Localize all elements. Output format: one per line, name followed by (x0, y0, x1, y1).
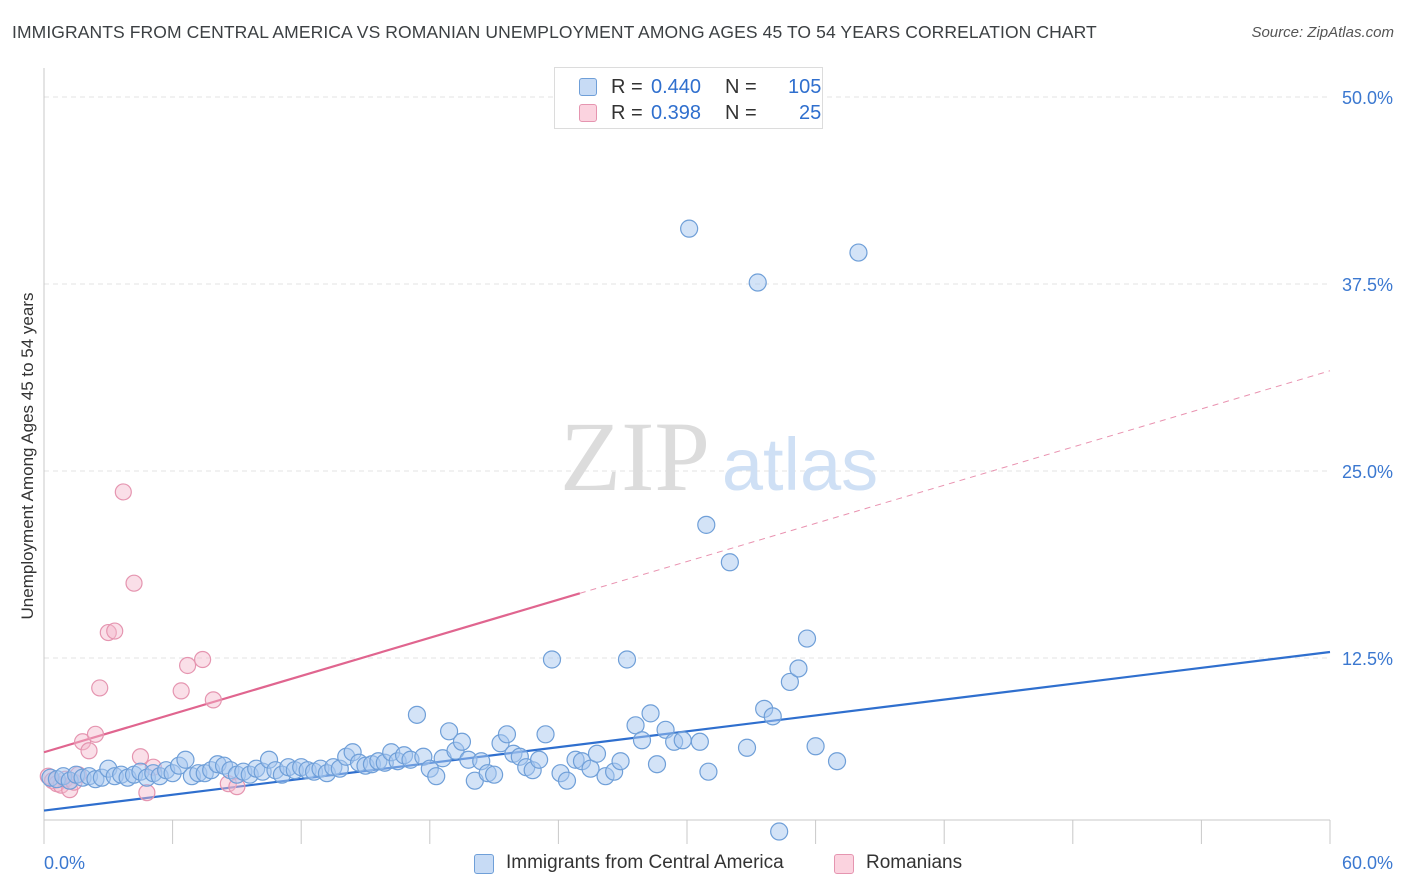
point-immigrants (720, 553, 739, 572)
point-immigrants (697, 515, 716, 534)
point-romanians (172, 682, 190, 700)
legend-n-label: N = (725, 76, 757, 98)
point-immigrants (806, 737, 825, 756)
grid-lines (44, 96, 1330, 659)
point-romanians (80, 742, 98, 760)
point-immigrants (611, 752, 630, 771)
trend-line-romanians (43, 592, 581, 754)
point-immigrants (557, 771, 577, 790)
point-romanians (194, 650, 212, 669)
trend-line-romanians-projection (579, 370, 1331, 594)
legend-n-value: 25 (799, 102, 822, 124)
point-immigrants (849, 243, 868, 262)
trend-lines (43, 370, 1331, 812)
tick-labels: 12.5% 25.0% 37.5% 50.0% 0.0% 60.0% (44, 88, 1393, 873)
point-immigrants (427, 767, 446, 786)
point-immigrants (789, 659, 808, 678)
y-tick-label: 50.0% (1342, 88, 1393, 108)
point-immigrants (748, 273, 767, 292)
point-immigrants (485, 765, 504, 784)
point-romanians (91, 679, 109, 697)
point-immigrants (641, 704, 660, 723)
point-immigrants (626, 716, 645, 735)
point-immigrants (536, 725, 555, 744)
y-axis-label: Unemployment Among Ages 45 to 54 years (18, 292, 37, 620)
legend-swatch-immigrants (579, 78, 597, 96)
bottom-legend-swatch-immigrants (474, 854, 494, 874)
point-immigrants (827, 752, 847, 771)
point-romanians (99, 623, 117, 642)
legend-swatch-romanians (579, 104, 597, 122)
point-immigrants (587, 744, 607, 763)
legend-n-value: 105 (788, 76, 822, 98)
trend-line-immigrants (43, 650, 1331, 812)
x-tick-label: 0.0% (44, 853, 85, 873)
point-immigrants (680, 219, 699, 238)
source-label: Source: ZipAtlas.com (1251, 24, 1394, 41)
point-romanians (138, 784, 156, 802)
point-romanians (114, 483, 132, 501)
point-romanians (73, 733, 92, 751)
correlation-legend: R = 0.440 N = 105 R = 0.398 N = 25 (554, 67, 823, 129)
point-immigrants (763, 707, 782, 726)
point-romanians (106, 622, 124, 640)
point-immigrants (737, 738, 757, 757)
y-tick-label: 25.0% (1342, 462, 1393, 482)
point-immigrants (407, 705, 427, 724)
bottom-legend-swatch-romanians (834, 854, 854, 874)
legend-r-label: R = (611, 76, 643, 98)
point-immigrants (647, 755, 667, 774)
y-tick-label: 37.5% (1342, 275, 1393, 295)
point-immigrants (176, 750, 195, 769)
point-immigrants (452, 732, 472, 751)
point-immigrants (673, 731, 692, 750)
watermark-zip: ZIP (560, 401, 710, 512)
legend-n-label: N = (725, 102, 757, 124)
watermark: ZIP atlas (560, 401, 878, 512)
legend-r-value: 0.398 (651, 102, 702, 124)
point-immigrants (530, 750, 549, 769)
point-romanians (125, 574, 143, 592)
chart-title: IMMIGRANTS FROM CENTRAL AMERICA VS ROMAN… (12, 22, 1097, 42)
watermark-atlas: atlas (722, 423, 878, 506)
point-romanians (179, 656, 197, 675)
point-immigrants (581, 759, 600, 778)
point-immigrants (699, 762, 718, 781)
point-immigrants (439, 722, 459, 741)
point-immigrants (542, 650, 562, 669)
point-immigrants (690, 732, 709, 751)
axes (43, 68, 1331, 844)
data-points (39, 219, 868, 841)
x-tick-label: 60.0% (1342, 853, 1393, 873)
point-immigrants (780, 672, 799, 692)
point-romanians (131, 748, 150, 766)
point-immigrants (632, 731, 652, 750)
point-romanians (86, 725, 105, 743)
legend-r-label: R = (611, 102, 643, 124)
point-immigrants (497, 725, 517, 744)
legend-r-value: 0.440 (651, 76, 702, 98)
point-immigrants (617, 650, 637, 669)
point-romanians (204, 691, 222, 709)
y-tick-label: 12.5% (1342, 649, 1393, 669)
bottom-legend-label-immigrants: Immigrants from Central America (506, 852, 784, 873)
point-immigrants (797, 629, 817, 648)
point-immigrants (770, 822, 789, 841)
bottom-legend-label-romanians: Romanians (866, 852, 963, 873)
